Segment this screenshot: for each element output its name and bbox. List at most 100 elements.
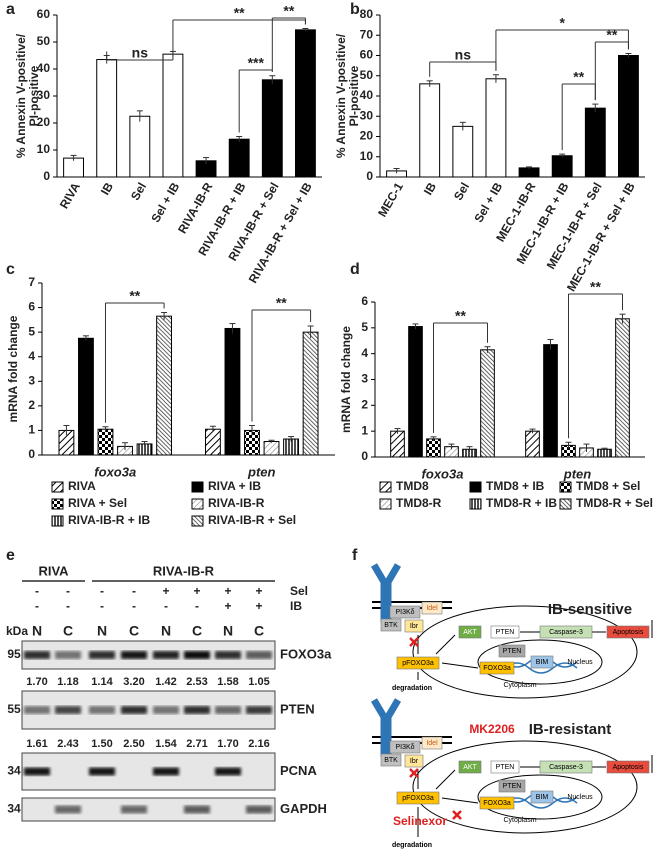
node-box: [606, 760, 650, 774]
band: [215, 651, 241, 659]
treatment-sign: -: [35, 599, 39, 613]
unit-label: kDa: [6, 624, 28, 638]
blot-strip: [21, 797, 276, 822]
bar: [525, 430, 540, 458]
lane-label: C: [63, 623, 73, 639]
y-tick-label: 1: [28, 423, 35, 437]
node-label: Selinexor: [393, 814, 447, 828]
y-tick-label: 5: [361, 320, 368, 334]
y-tick-label: 0: [43, 169, 50, 183]
treatment-sign: +: [224, 584, 231, 598]
significance: **: [573, 69, 584, 85]
significance: **: [606, 27, 617, 43]
node-box: [490, 760, 520, 774]
node-label: Nucleus: [567, 659, 593, 666]
node-label: BIM: [536, 659, 549, 666]
bar: [419, 83, 441, 178]
x-tick-label: MEC-1: [375, 180, 406, 220]
node-label: PTEN: [503, 783, 522, 790]
bar: [485, 78, 507, 178]
treatment-sign: -: [66, 584, 70, 598]
significance: **: [283, 3, 294, 19]
y-axis-label: PI-positive: [347, 65, 361, 126]
band: [121, 706, 147, 714]
band: [184, 651, 210, 659]
node-label: Apoptosis: [613, 764, 644, 771]
x-tick-label: IB: [98, 180, 116, 198]
legend-label: TMD8: [396, 479, 429, 493]
band: [184, 706, 210, 714]
treatment-sign: +: [193, 584, 200, 598]
treatment-sign: -: [66, 599, 70, 613]
band: [121, 805, 147, 814]
node-box: [458, 760, 482, 774]
arrow: [441, 662, 479, 669]
bar: [302, 331, 319, 456]
bar: [261, 79, 283, 178]
quant-value: 2.50: [123, 738, 144, 750]
node-label: Apoptosis: [613, 629, 644, 636]
quant-value: 1.58: [217, 676, 238, 688]
treatment-sign: -: [195, 599, 199, 613]
band: [89, 651, 115, 659]
y-tick-label: 10: [360, 149, 374, 163]
x-tick-label: pten: [563, 466, 592, 481]
band: [55, 706, 81, 714]
treatment-sign: -: [100, 599, 104, 613]
bar: [426, 438, 441, 458]
cell: [412, 605, 638, 699]
y-tick-label: 6: [28, 300, 35, 314]
node-box: [458, 625, 482, 639]
x-tick-label: foxo3a: [94, 464, 136, 479]
node-label: AKT: [463, 764, 477, 771]
band: [24, 767, 50, 776]
arrow: [435, 634, 456, 655]
y-tick-label: 80: [360, 7, 374, 21]
significance: **: [234, 5, 245, 21]
band: [55, 651, 81, 659]
y-tick-label: 7: [28, 275, 35, 289]
legend-swatch: [559, 481, 572, 493]
quant-value: 2.53: [186, 676, 207, 688]
lane-label: N: [32, 623, 42, 639]
bar: [263, 440, 280, 456]
node-box: [380, 753, 402, 767]
arrow: [441, 797, 479, 804]
y-tick-label: 40: [37, 61, 51, 75]
marker-label: 34: [7, 802, 21, 816]
band: [246, 651, 272, 659]
x-tick-label: Sel: [128, 180, 149, 203]
y-tick-label: 70: [360, 27, 374, 41]
node-box: [498, 644, 526, 658]
legend-swatch: [469, 481, 482, 493]
significance: **: [590, 279, 601, 295]
x-tick-label: foxo3a: [422, 466, 464, 481]
node-label: PTEN: [503, 648, 522, 655]
y-tick-label: 20: [360, 129, 374, 143]
diagram-title: IB-resistant: [529, 721, 612, 738]
legend-label: TMD8 + Sel: [576, 479, 640, 493]
panel-letter: e: [6, 547, 15, 564]
y-tick-label: 3: [28, 373, 35, 387]
node-label: Idel: [426, 740, 438, 747]
band: [215, 767, 241, 776]
bar: [63, 157, 84, 178]
node-box: [380, 618, 402, 632]
quant-value: 2.16: [248, 738, 269, 750]
legend-swatch: [469, 498, 482, 510]
node-box: [396, 656, 440, 670]
lane-label: C: [129, 623, 139, 639]
legend-label: RIVA + IB: [208, 479, 261, 493]
band: [153, 706, 179, 714]
y-tick-label: 60: [360, 48, 374, 62]
panel-letter: a: [6, 1, 15, 18]
treatment-sign: -: [164, 599, 168, 613]
node-label: Ibr: [410, 623, 419, 630]
bar: [204, 428, 221, 456]
treatment-sign: +: [255, 599, 262, 613]
node-label: degradation: [392, 842, 432, 849]
node-label: Caspase-3: [549, 764, 583, 771]
node-box: [421, 736, 443, 750]
node-box: [389, 605, 421, 619]
